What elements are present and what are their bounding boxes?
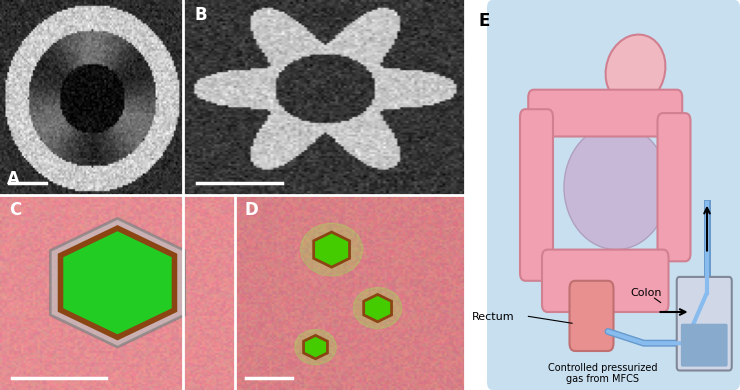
Text: B: B	[195, 6, 207, 24]
Circle shape	[354, 288, 402, 328]
Text: C: C	[10, 201, 21, 219]
Circle shape	[295, 330, 336, 365]
Ellipse shape	[564, 125, 668, 250]
FancyBboxPatch shape	[677, 277, 732, 370]
FancyBboxPatch shape	[487, 0, 740, 390]
Text: E: E	[479, 12, 490, 30]
Text: D: D	[244, 201, 258, 219]
FancyBboxPatch shape	[658, 113, 690, 261]
FancyBboxPatch shape	[542, 250, 668, 312]
Ellipse shape	[605, 35, 665, 106]
Circle shape	[300, 223, 363, 276]
FancyBboxPatch shape	[520, 109, 553, 281]
Text: Controlled pressurized
gas from MFCS: Controlled pressurized gas from MFCS	[548, 363, 657, 384]
FancyBboxPatch shape	[570, 281, 613, 351]
FancyBboxPatch shape	[681, 324, 727, 367]
Text: Rectum: Rectum	[472, 312, 514, 322]
FancyBboxPatch shape	[528, 90, 682, 136]
Text: A: A	[7, 170, 20, 188]
Text: Colon: Colon	[630, 288, 662, 298]
